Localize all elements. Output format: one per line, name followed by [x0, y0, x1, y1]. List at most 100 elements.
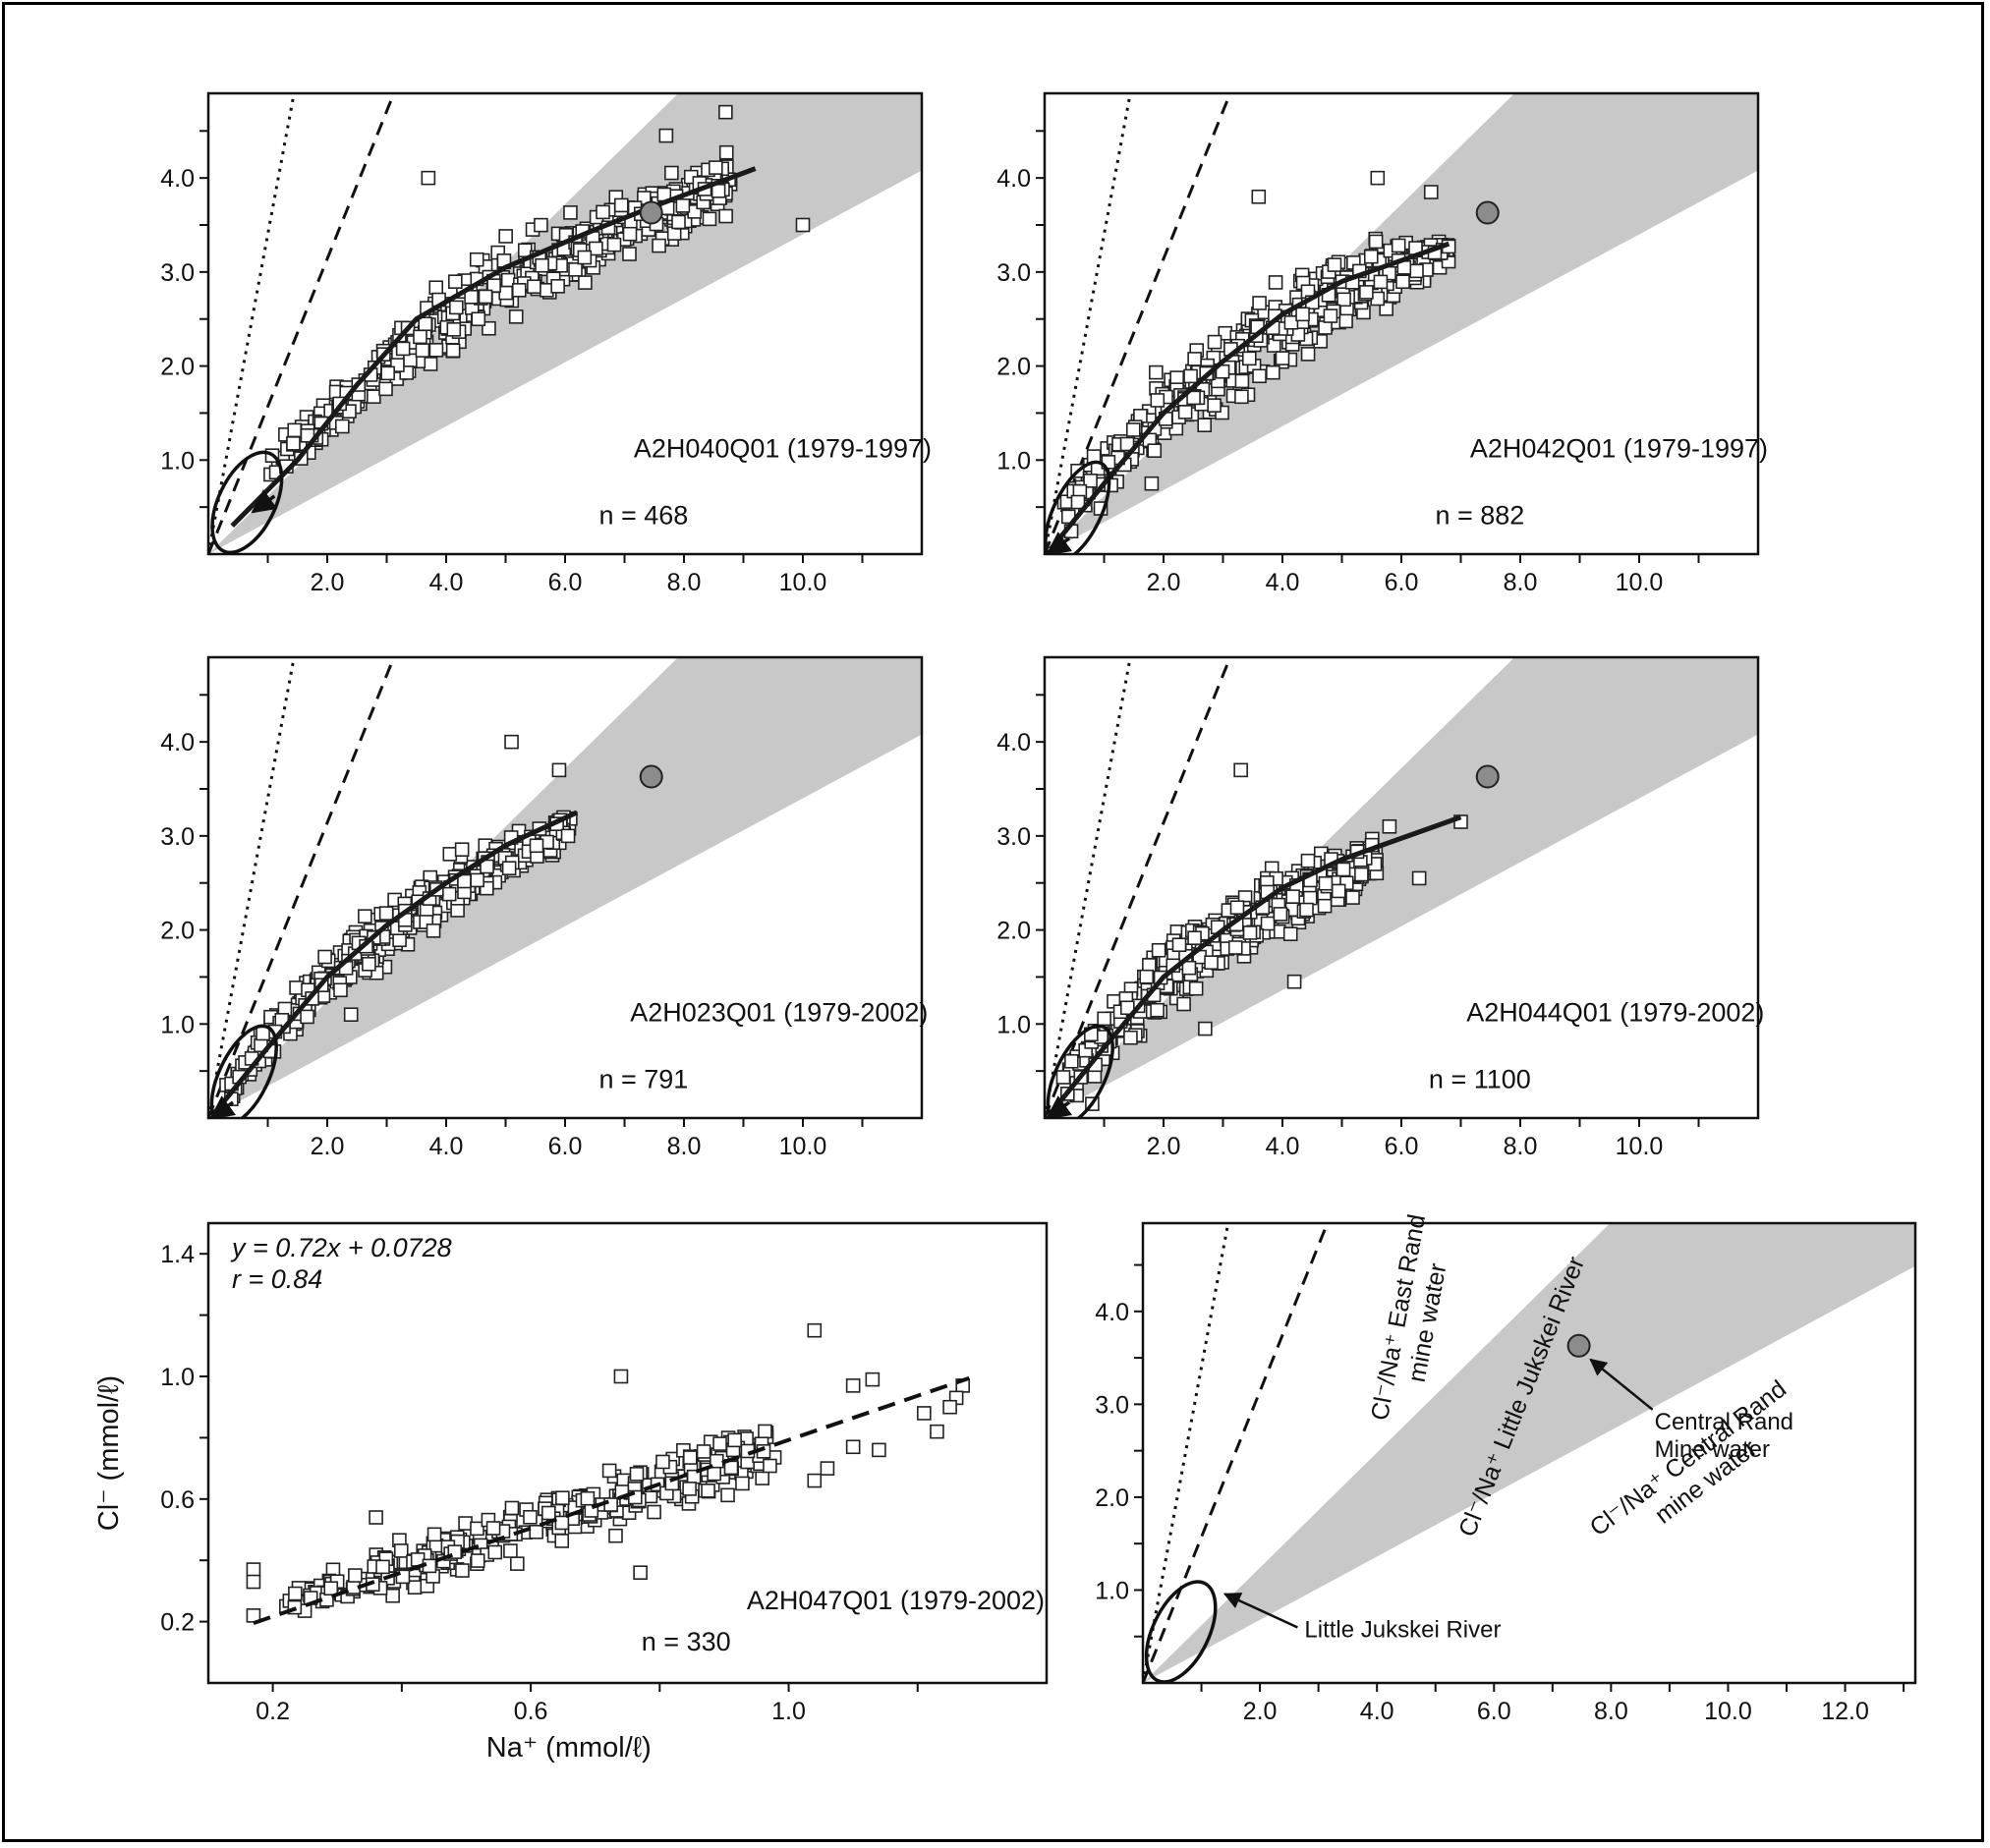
x-axis-title: Na⁺ (mmol/ℓ)	[486, 1732, 652, 1764]
y-tick-label: 2.0	[996, 918, 1031, 945]
y-tick-label: 2.0	[160, 354, 195, 381]
sample-count-label: n = 330	[642, 1627, 731, 1656]
data-point	[795, 217, 811, 233]
data-point	[1229, 900, 1245, 915]
data-point	[423, 357, 438, 371]
data-point	[527, 279, 541, 295]
data-point	[1177, 405, 1193, 420]
x-tick-label: 4.0	[1266, 569, 1300, 596]
data-point	[426, 924, 441, 938]
mine-water-annotation: Central Rand	[1655, 1409, 1793, 1435]
data-point	[1234, 389, 1249, 405]
data-point	[551, 762, 567, 778]
trend-arrow	[1046, 1095, 1073, 1118]
data-point	[763, 1458, 777, 1474]
x-tick-label: 6.0	[1477, 1698, 1511, 1725]
y-tick-label: 4.0	[996, 165, 1031, 193]
data-point	[246, 1562, 261, 1577]
data-point	[1411, 870, 1427, 886]
data-point	[1207, 334, 1222, 350]
data-point	[720, 1487, 735, 1503]
data-point	[622, 247, 637, 261]
data-point	[450, 903, 465, 918]
data-point	[1423, 185, 1439, 199]
plot-area	[246, 1322, 971, 1625]
data-point	[1188, 980, 1204, 996]
little-jukskei-ellipse	[1046, 1024, 1114, 1118]
data-point	[1323, 308, 1338, 323]
station-label: A2H023Q01 (1979-2002)	[630, 998, 928, 1028]
x-tick-label: 2.0	[1147, 1133, 1181, 1160]
data-point	[1151, 942, 1166, 958]
data-point	[1318, 320, 1333, 335]
data-point	[718, 208, 733, 224]
chart-panel-3: 1.0 2.0 3.0 4.0 2.0 4.0 6.0 8.0 10.0 A2H023Q01 (1…	[160, 655, 928, 1160]
data-point	[246, 1574, 261, 1590]
jukskei-annotation: Little Jukskei River	[1304, 1616, 1501, 1643]
data-point	[1299, 902, 1314, 918]
data-point	[1149, 364, 1164, 380]
little-jukskei-ellipse	[1045, 460, 1111, 554]
data-point	[445, 343, 461, 359]
data-point	[1123, 1030, 1138, 1045]
plot-area	[1045, 657, 1758, 1118]
data-point	[1097, 1011, 1111, 1027]
data-point	[503, 1543, 518, 1558]
central-rand-band	[208, 657, 922, 1118]
data-point	[820, 1461, 835, 1476]
data-point	[421, 170, 436, 186]
x-tick-label: 8.0	[1594, 1698, 1628, 1725]
data-point	[613, 1369, 629, 1384]
data-point	[464, 289, 479, 305]
x-tick-label: 6.0	[1385, 1133, 1419, 1160]
data-point	[1241, 351, 1257, 366]
data-point	[1055, 1070, 1071, 1085]
data-point	[1295, 307, 1310, 322]
y-tick-label: 4.0	[996, 729, 1031, 756]
data-point	[682, 1482, 697, 1496]
data-point	[1409, 263, 1424, 279]
x-tick-label: 4.0	[429, 1133, 464, 1160]
data-point	[535, 257, 549, 273]
y-tick-label: 1.0	[160, 1011, 195, 1038]
data-point	[1338, 313, 1353, 329]
data-point	[682, 1450, 698, 1465]
chart-panel-1: 1.0 2.0 3.0 4.0 2.0 4.0 6.0 8.0 10.0 A2H040Q01 (1…	[160, 91, 932, 596]
trend-arrow	[251, 489, 278, 514]
central-rand-mine-water-point	[1566, 1333, 1591, 1358]
data-point	[1197, 418, 1213, 432]
data-point	[727, 1432, 742, 1448]
data-point	[580, 1490, 596, 1506]
central-rand-mine-water-point	[1475, 200, 1500, 225]
data-point	[407, 1580, 423, 1595]
data-point	[504, 734, 519, 750]
data-point	[485, 1521, 501, 1536]
x-tick-label: 10.0	[1616, 569, 1664, 596]
data-point	[1242, 925, 1258, 940]
data-point	[335, 419, 350, 434]
data-point	[1282, 926, 1298, 941]
data-point	[917, 1406, 932, 1421]
data-point	[807, 1322, 823, 1338]
data-point	[1125, 422, 1141, 437]
data-point	[1354, 867, 1369, 882]
data-point	[1283, 314, 1299, 330]
data-point	[1336, 862, 1351, 877]
data-point	[380, 365, 395, 381]
data-point	[529, 1524, 543, 1540]
data-point	[696, 1444, 711, 1459]
plot-area	[1045, 93, 1758, 554]
data-point	[1147, 443, 1163, 459]
data-point	[508, 309, 524, 324]
central-rand-band	[1143, 1223, 1915, 1683]
sample-count-label: n = 882	[1435, 501, 1524, 531]
x-tick-label: 8.0	[1504, 569, 1538, 596]
data-point	[1275, 351, 1290, 365]
chart-panel-4: 1.0 2.0 3.0 4.0 2.0 4.0 6.0 8.0 10.0 A2H044Q01 (1…	[996, 655, 1764, 1160]
y-tick-label: 1.0	[160, 447, 195, 475]
data-point	[1317, 898, 1333, 914]
data-point	[563, 205, 578, 220]
y-tick-label: 4.0	[1095, 1299, 1129, 1326]
